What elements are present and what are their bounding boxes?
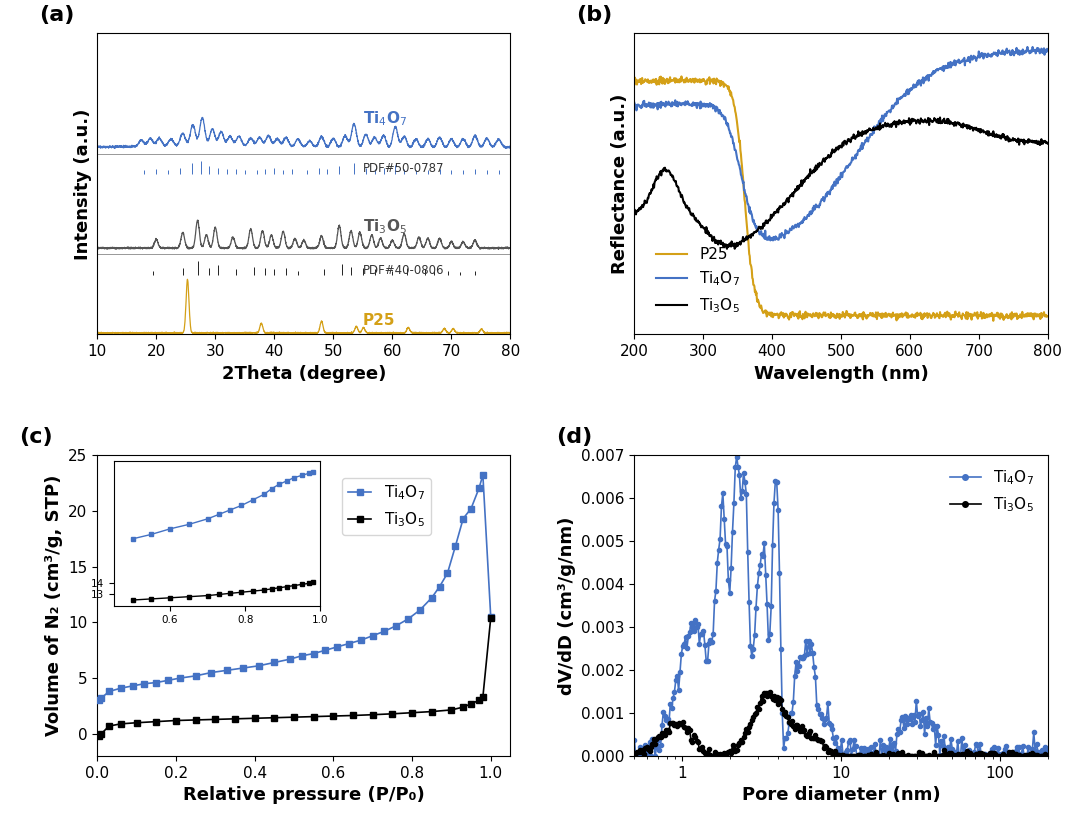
- Legend: P25, Ti$_4$O$_7$, Ti$_3$O$_5$: P25, Ti$_4$O$_7$, Ti$_3$O$_5$: [650, 241, 746, 321]
- Y-axis label: dV/dD (cm³/g/nm): dV/dD (cm³/g/nm): [557, 516, 576, 695]
- X-axis label: Relative pressure (P/P₀): Relative pressure (P/P₀): [183, 786, 424, 804]
- X-axis label: Pore diameter (nm): Pore diameter (nm): [742, 786, 941, 804]
- Y-axis label: Intensity (a.u.): Intensity (a.u.): [73, 108, 92, 259]
- X-axis label: 2Theta (degree): 2Theta (degree): [221, 365, 386, 383]
- X-axis label: Wavelength (nm): Wavelength (nm): [754, 365, 929, 383]
- Y-axis label: Volume of N₂ (cm³/g, STP): Volume of N₂ (cm³/g, STP): [44, 475, 63, 736]
- Y-axis label: Reflectance (a.u.): Reflectance (a.u.): [611, 94, 629, 274]
- Text: PDF#40-0806: PDF#40-0806: [363, 263, 444, 277]
- Text: P25: P25: [363, 313, 395, 328]
- Text: (b): (b): [577, 5, 612, 25]
- Text: (d): (d): [556, 427, 592, 447]
- Text: Ti$_3$O$_5$: Ti$_3$O$_5$: [363, 217, 407, 236]
- Legend: Ti$_4$O$_7$, Ti$_3$O$_5$: Ti$_4$O$_7$, Ti$_3$O$_5$: [342, 478, 431, 535]
- Text: PDF#50-0787: PDF#50-0787: [363, 162, 444, 175]
- Text: (a): (a): [39, 5, 75, 25]
- Text: (c): (c): [18, 427, 52, 447]
- Legend: Ti$_4$O$_7$, Ti$_3$O$_5$: Ti$_4$O$_7$, Ti$_3$O$_5$: [944, 463, 1040, 520]
- Text: Ti$_4$O$_7$: Ti$_4$O$_7$: [363, 109, 407, 128]
